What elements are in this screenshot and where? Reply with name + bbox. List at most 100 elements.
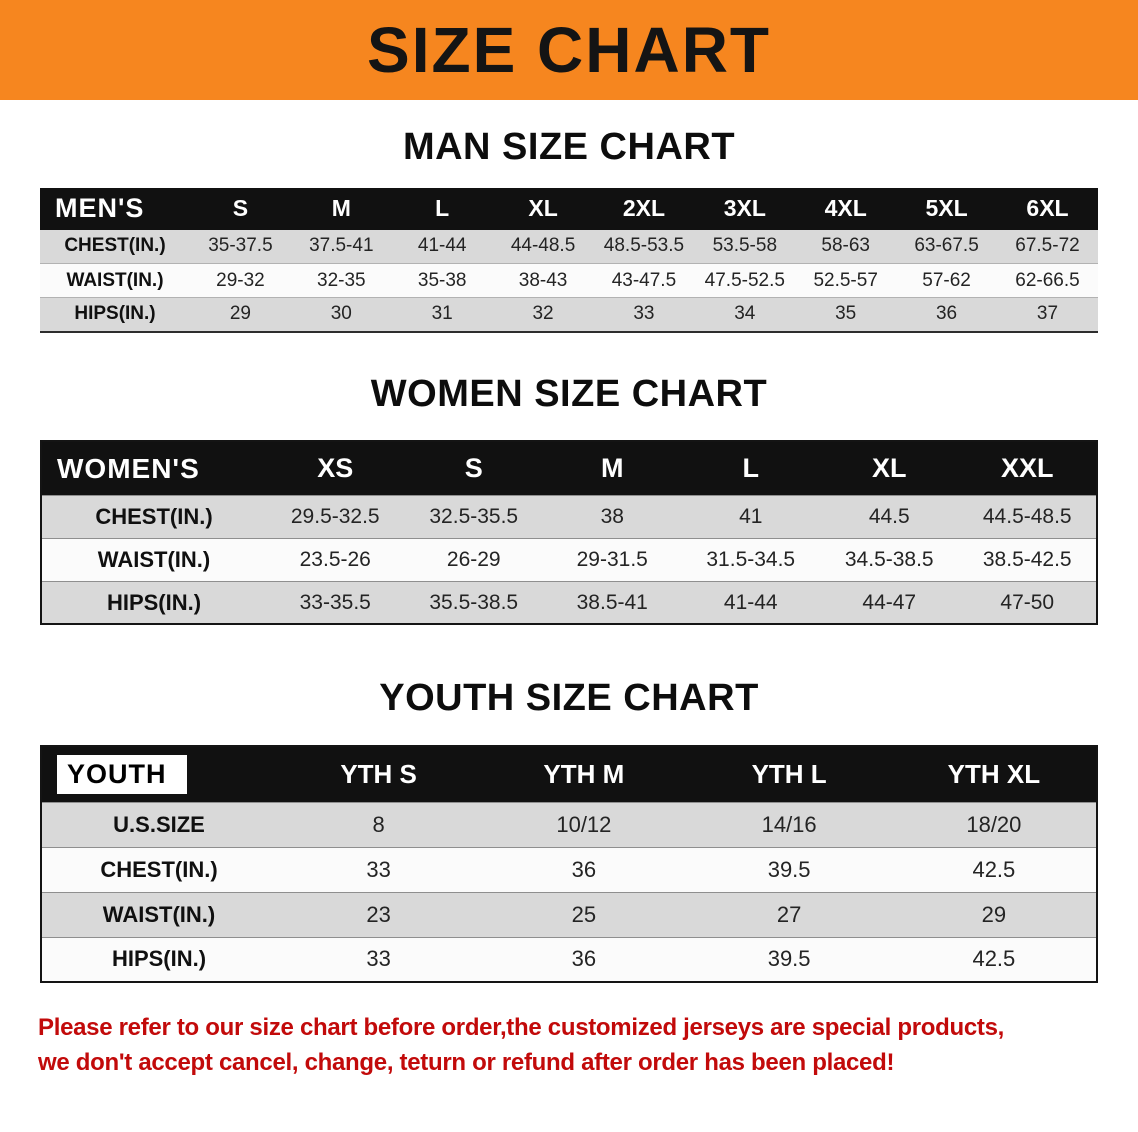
size-value-cell: 44-47	[862, 590, 917, 614]
size-header-label: S	[232, 195, 249, 222]
women-size-section: WOMEN SIZE CHART WOMEN'S XS S M L XL XXL CHEST(…	[0, 373, 1138, 626]
size-table-row: HIPS(IN.) 33-35.5 35.5-38.5 38.5-41 41-44 44-…	[41, 581, 1097, 625]
youth-size-table: YOUTH YTH S YTH M YTH L YTH XL U.S.SIZE 8 10/12…	[40, 745, 1098, 984]
size-value-cell: 10/12	[556, 811, 612, 837]
size-header-label: XXL	[1000, 453, 1054, 484]
men-size-section: MAN SIZE CHART MEN'S S M L XL 2XL 3XL 4XL 5XL 6XL…	[0, 126, 1138, 333]
size-table-row: WAIST(IN.) 23 25 27 29	[41, 892, 1097, 938]
measurement-row-label: CHEST(IN.)	[95, 503, 213, 529]
size-table-row: HIPS(IN.) 29 30 31 32 33 34 35 36 37	[40, 297, 1098, 332]
size-table-row: U.S.SIZE 8 10/12 14/16 18/20	[41, 802, 1097, 848]
size-value-cell: 41	[739, 504, 763, 528]
size-column-header: 6XL	[997, 188, 1098, 230]
size-value-cell: 29-31.5	[576, 547, 648, 571]
size-value-cell: 33	[366, 946, 391, 972]
size-column-header: XXL	[959, 441, 1098, 495]
size-column-header: M	[543, 441, 682, 495]
size-table-row: HIPS(IN.) 33 36 39.5 42.5	[41, 937, 1097, 983]
category-header-label: YOUTH	[57, 754, 187, 794]
size-value-cell: 18/20	[966, 811, 1022, 837]
size-value-cell: 41-44	[723, 590, 778, 614]
order-disclaimer: Please refer to our size chart before or…	[38, 1011, 1114, 1081]
size-value-cell: 33	[633, 303, 655, 325]
page-title: SIZE CHART	[367, 14, 771, 86]
disclaimer-line-2: we don't accept cancel, change, teturn o…	[38, 1048, 895, 1076]
category-header-label: WOMEN'S	[57, 452, 200, 484]
size-value-cell: 23	[366, 901, 391, 927]
measurement-row-label: WAIST(IN.)	[66, 269, 164, 291]
size-header-label: 3XL	[723, 195, 766, 222]
size-value-cell: 35.5-38.5	[429, 590, 519, 614]
size-value-cell: 42.5	[972, 946, 1016, 972]
size-header-label: 4XL	[824, 195, 867, 222]
size-column-header: 2XL	[594, 188, 695, 230]
size-chart-page: SIZE CHART MAN SIZE CHART MEN'S S M L XL 2XL 3…	[0, 0, 1138, 1081]
size-value-cell: 32.5-35.5	[429, 504, 519, 528]
size-column-header: XL	[820, 441, 959, 495]
size-column-header: S	[405, 441, 544, 495]
size-value-cell: 33	[366, 856, 391, 882]
size-header-label: YTH S	[340, 758, 417, 789]
size-column-header: YTH L	[687, 746, 892, 802]
size-value-cell: 48.5-53.5	[603, 235, 685, 257]
size-value-cell: 33-35.5	[299, 590, 371, 614]
size-table-row: WAIST(IN.) 29-32 32-35 35-38 38-43 43-47.5 47.…	[40, 263, 1098, 298]
size-value-cell: 29	[981, 901, 1007, 927]
size-value-cell: 29.5-32.5	[290, 504, 380, 528]
measurement-row-label: CHEST(IN.)	[64, 235, 166, 257]
size-column-header: L	[682, 441, 821, 495]
measurement-row-label: WAIST(IN.)	[97, 546, 211, 572]
size-header-label: M	[601, 453, 624, 484]
size-value-cell: 52.5-57	[813, 269, 878, 291]
size-column-header: XS	[266, 441, 405, 495]
size-value-cell: 63-67.5	[914, 235, 979, 257]
size-value-cell: 31	[431, 303, 453, 325]
category-column-header: MEN'S	[40, 188, 190, 230]
measurement-row-label: HIPS(IN.)	[111, 946, 207, 972]
men-size-table: MEN'S S M L XL 2XL 3XL 4XL 5XL 6XL CHEST(IN.) 35-37…	[40, 187, 1098, 333]
size-value-cell: 30	[330, 303, 352, 325]
youth-size-section: YOUTH SIZE CHART YOUTH YTH S YTH M YTH L YTH…	[0, 677, 1138, 984]
size-value-cell: 36	[935, 303, 958, 325]
size-value-cell: 32-35	[317, 269, 366, 291]
size-value-cell: 34	[734, 303, 756, 325]
size-header-label: XS	[317, 453, 354, 484]
size-value-cell: 67.5-72	[1015, 235, 1080, 257]
size-value-cell: 41-44	[417, 235, 467, 257]
category-header-label: MEN'S	[55, 193, 145, 224]
size-header-label: YTH M	[543, 758, 625, 789]
size-table-header-row: YOUTH YTH S YTH M YTH L YTH XL	[41, 746, 1097, 803]
size-value-cell: 23.5-26	[299, 547, 371, 571]
size-header-label: 2XL	[622, 195, 666, 222]
size-header-label: M	[331, 195, 351, 222]
size-value-cell: 44.5	[868, 504, 910, 528]
size-value-cell: 35-37.5	[208, 235, 273, 257]
category-column-header: WOMEN'S	[41, 441, 266, 495]
size-value-cell: 36	[571, 856, 597, 882]
size-value-cell: 29	[229, 303, 251, 325]
size-header-label: S	[464, 453, 483, 484]
measurement-row-label: HIPS(IN.)	[106, 589, 202, 615]
size-value-cell: 32	[532, 303, 554, 325]
size-value-cell: 38.5-41	[576, 590, 648, 614]
size-header-label: 5XL	[925, 195, 968, 222]
size-column-header: 3XL	[694, 188, 795, 230]
size-table-row: WAIST(IN.) 23.5-26 26-29 29-31.5 31.5-34.5 34…	[41, 538, 1097, 582]
women-size-table: WOMEN'S XS S M L XL XXL CHEST(IN.) 29.5-32.5 32.5…	[40, 440, 1098, 626]
size-value-cell: 44-48.5	[510, 235, 576, 257]
youth-section-heading: YOUTH SIZE CHART	[379, 677, 759, 720]
size-header-label: XL	[871, 453, 907, 484]
size-value-cell: 35-38	[417, 269, 467, 291]
size-column-header: YTH S	[276, 746, 481, 802]
size-value-cell: 14/16	[761, 811, 817, 837]
size-table-row: CHEST(IN.) 33 36 39.5 42.5	[41, 847, 1097, 893]
size-value-cell: 25	[571, 901, 597, 927]
measurement-row-label: HIPS(IN.)	[74, 303, 156, 325]
size-value-cell: 47.5-52.5	[704, 269, 785, 291]
size-value-cell: 26-29	[446, 547, 501, 571]
size-value-cell: 47-50	[1000, 590, 1055, 614]
measurement-row-label: CHEST(IN.)	[100, 856, 218, 882]
size-value-cell: 39.5	[767, 946, 811, 972]
disclaimer-line-1: Please refer to our size chart before or…	[38, 1014, 1004, 1042]
size-table-row: CHEST(IN.) 35-37.5 37.5-41 41-44 44-48.5 48.5…	[40, 229, 1098, 264]
